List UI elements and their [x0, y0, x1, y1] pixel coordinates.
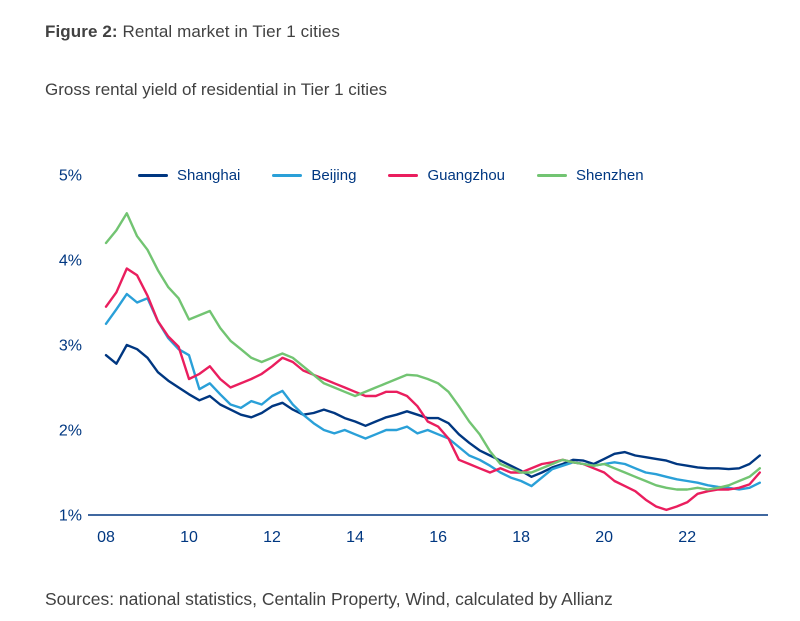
x-axis-label: 08 [97, 529, 115, 546]
x-axis-label: 18 [512, 529, 530, 546]
series-line-shenzhen [104, 212, 761, 491]
source-note: Sources: national statistics, Centalin P… [45, 589, 613, 609]
figure-title-text: Rental market in Tier 1 cities [122, 22, 340, 41]
legend-swatch-guangzhou [388, 174, 419, 177]
figure-label: Figure 2: [45, 22, 118, 41]
legend-item-beijing: Beijing [272, 167, 356, 184]
chart-canvas: 1% 2% 3% 4% 5% 08 10 12 14 16 18 20 22 [59, 168, 768, 546]
x-axis-label: 12 [263, 529, 281, 546]
y-axis-label: 1% [59, 508, 82, 525]
x-axis-label: 22 [678, 529, 696, 546]
legend-item-guangzhou: Guangzhou [388, 167, 505, 184]
figure-title: Figure 2: Rental market in Tier 1 cities [45, 22, 340, 42]
x-axis-label: 16 [429, 529, 447, 546]
legend-label-guangzhou: Guangzhou [427, 167, 506, 184]
series-line-guangzhou [104, 267, 761, 512]
x-axis-label: 14 [346, 529, 364, 546]
rental-yield-chart: 1% 2% 3% 4% 5% 08 10 12 14 16 18 20 22 Shanghai Beij… [18, 140, 782, 554]
series-line-beijing [104, 292, 761, 491]
legend-swatch-shenzhen [537, 174, 568, 177]
legend-label-shanghai: Shanghai [177, 167, 241, 184]
legend-swatch-beijing [272, 174, 303, 177]
y-axis-label: 4% [59, 253, 82, 270]
legend-item-shenzhen: Shenzhen [537, 167, 644, 184]
chart-subtitle: Gross rental yield of residential in Tie… [45, 80, 388, 99]
x-axis-label: 20 [595, 529, 613, 546]
legend-label-shenzhen: Shenzhen [576, 167, 644, 184]
series-line-shanghai [104, 343, 761, 478]
chart-legend: Shanghai Beijing Guangzhou Shenzhen [138, 167, 644, 184]
y-axis-label: 3% [59, 338, 82, 355]
legend-swatch-shanghai [138, 174, 168, 177]
y-axis-label: 2% [59, 423, 82, 440]
x-axis-label: 10 [180, 529, 198, 546]
legend-item-shanghai: Shanghai [138, 167, 240, 184]
legend-label-beijing: Beijing [311, 167, 357, 184]
y-axis-label: 5% [59, 168, 82, 185]
